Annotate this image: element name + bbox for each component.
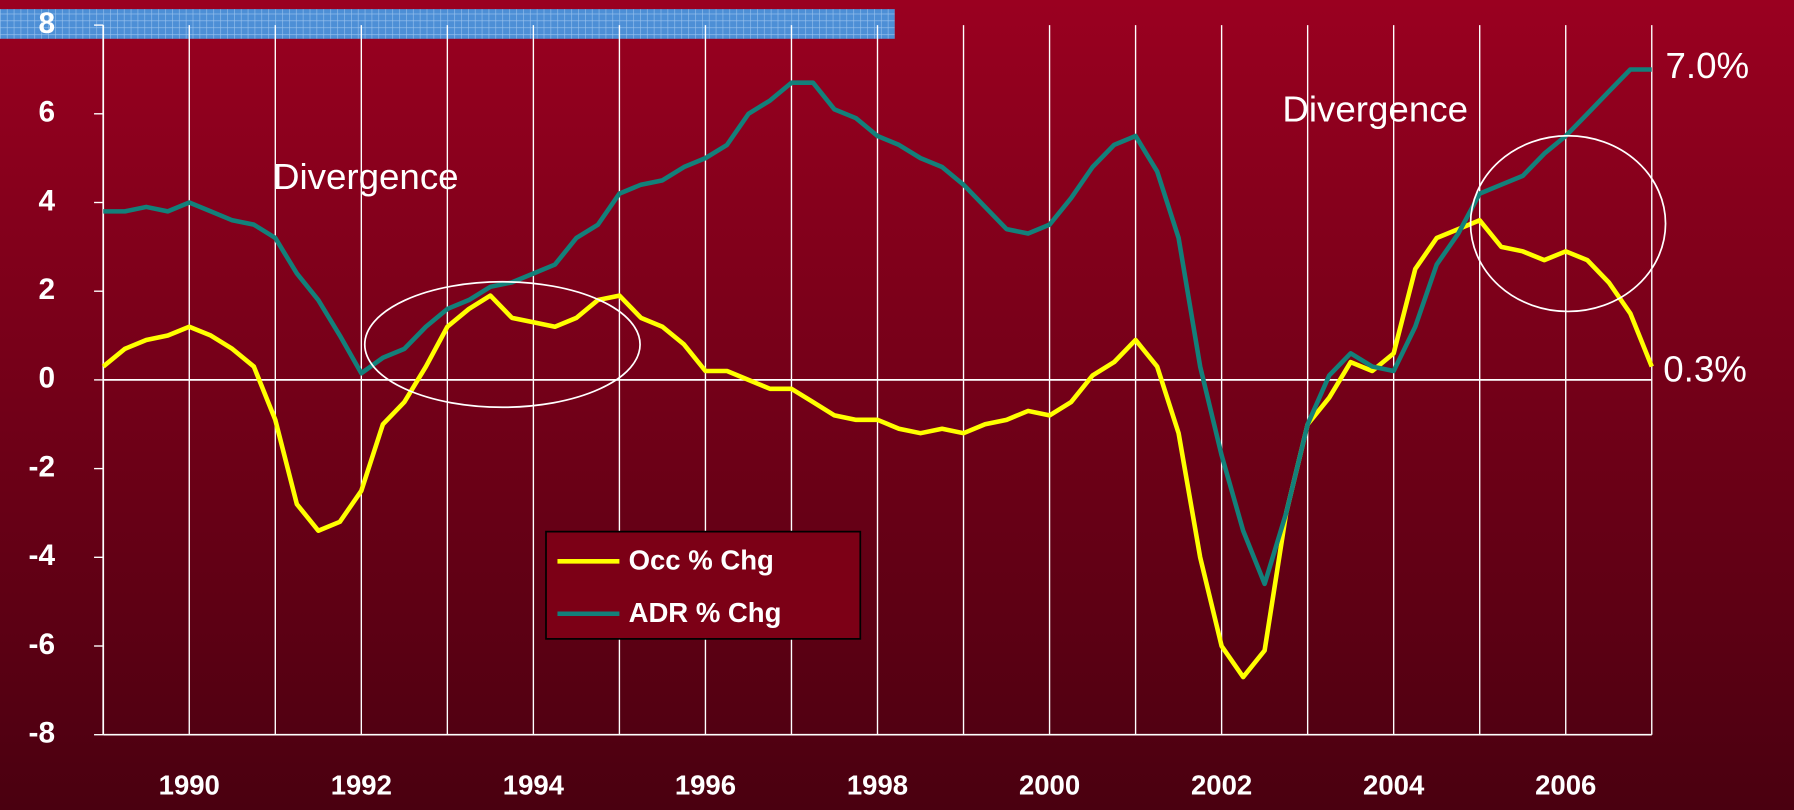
x-tick-label: 1992 bbox=[331, 769, 392, 800]
x-tick-label: 2004 bbox=[1363, 769, 1425, 800]
y-tick-label: -2 bbox=[29, 451, 56, 484]
legend-label: Occ % Chg bbox=[629, 545, 774, 576]
annotation: Divergence bbox=[273, 156, 459, 197]
ellipse bbox=[363, 280, 641, 409]
x-tick-label: 1998 bbox=[847, 769, 908, 800]
x-tick-label: 1996 bbox=[675, 769, 736, 800]
x-tick-label: 2002 bbox=[1191, 769, 1252, 800]
legend: Occ % Chg ADR % Chg bbox=[545, 530, 862, 640]
series-line bbox=[101, 218, 1654, 680]
annotation: Divergence bbox=[1282, 89, 1468, 130]
y-tick-label: -8 bbox=[29, 717, 56, 750]
end-label: 0.3% bbox=[1663, 349, 1747, 390]
legend-label: ADR % Chg bbox=[629, 597, 782, 628]
y-tick-label: 8 bbox=[38, 7, 55, 40]
y-tick-label: 2 bbox=[38, 273, 55, 306]
x-tick-label: 2006 bbox=[1535, 769, 1596, 800]
y-tick-label: 4 bbox=[38, 184, 55, 217]
end-label: 7.0% bbox=[1666, 45, 1750, 86]
ellipse bbox=[1469, 134, 1667, 313]
y-tick-label: -4 bbox=[29, 539, 56, 572]
x-tick-label: 1990 bbox=[159, 769, 220, 800]
y-tick-label: 6 bbox=[38, 96, 55, 129]
x-tick-label: 1994 bbox=[503, 769, 565, 800]
y-tick-label: -6 bbox=[29, 628, 56, 661]
legend-box bbox=[545, 530, 862, 640]
y-tick-label: 0 bbox=[38, 362, 55, 395]
x-tick-label: 2000 bbox=[1019, 769, 1080, 800]
series-line bbox=[103, 67, 1652, 587]
